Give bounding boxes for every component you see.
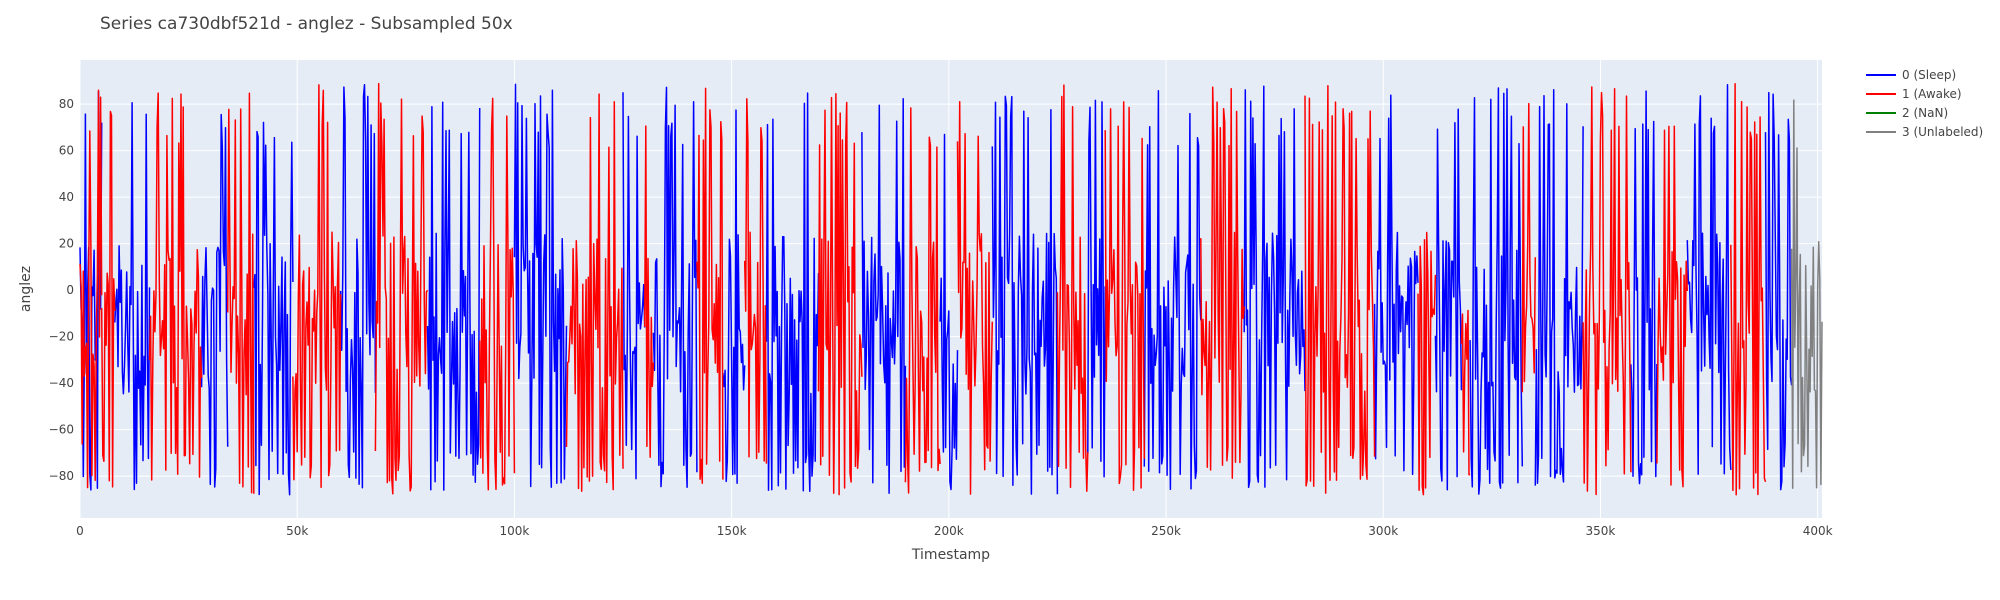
- y-axis-title: anglez: [18, 266, 34, 312]
- series-line-0: [1243, 85, 1306, 489]
- series-line-0: [200, 113, 229, 488]
- series-line-0: [339, 84, 377, 489]
- y-tick-label: 60: [59, 144, 74, 158]
- series-layer: [79, 82, 1823, 496]
- x-axis-ticks: 0 50k 100k 150k 200k 250k 300k 350k 400k: [76, 524, 1832, 538]
- legend: 0 (Sleep) 1 (Awake) 2 (NaN) 3 (Unlabeled): [1866, 68, 1983, 139]
- x-tick-label: 0: [76, 524, 84, 538]
- x-tick-label: 50k: [286, 524, 308, 538]
- y-tick-label: −60: [49, 423, 74, 437]
- series-line-0: [114, 102, 151, 491]
- x-tick-label: 150k: [717, 524, 747, 538]
- series-line-0: [1469, 87, 1524, 495]
- x-tick-label: 200k: [934, 524, 964, 538]
- series-line-0: [1764, 91, 1793, 491]
- series-line-0: [1630, 90, 1658, 485]
- y-axis-ticks: 80 60 40 20 0 −20 −40 −60 −80: [49, 97, 74, 483]
- series-line-1: [1417, 231, 1437, 496]
- series-line-1: [1521, 102, 1537, 393]
- series-line-1: [565, 93, 624, 492]
- series-line-0: [1087, 99, 1106, 478]
- x-tick-label: 250k: [1151, 524, 1181, 538]
- series-line-0: [1373, 94, 1419, 476]
- series-line-1: [696, 87, 724, 484]
- x-tick-label: 300k: [1368, 524, 1398, 538]
- series-line-0: [1686, 84, 1732, 475]
- series-line-1: [1656, 125, 1689, 488]
- legend-label: 3 (Unlabeled): [1902, 125, 1983, 139]
- series-line-0: [939, 133, 959, 491]
- legend-label: 0 (Sleep): [1902, 68, 1956, 82]
- grid-lines: [79, 60, 1822, 518]
- chart-title: Series ca730dbf521d - anglez - Subsample…: [100, 14, 513, 34]
- series-line-1: [1104, 101, 1146, 492]
- y-tick-label: 0: [66, 283, 74, 297]
- x-tick-label: 400k: [1803, 524, 1833, 538]
- series-line-0: [652, 86, 698, 489]
- series-line-1: [478, 97, 516, 491]
- x-tick-label: 100k: [499, 524, 529, 538]
- series-line-0: [426, 101, 481, 491]
- y-tick-label: −20: [49, 330, 74, 344]
- legend-label: 1 (Awake): [1902, 87, 1962, 101]
- series-line-1: [956, 101, 994, 495]
- series-line-1: [100, 110, 116, 488]
- series-line-1: [79, 89, 103, 489]
- y-tick-label: 40: [59, 190, 74, 204]
- x-tick-label: 350k: [1586, 524, 1616, 538]
- y-tick-label: 80: [59, 97, 74, 111]
- series-line-0: [1143, 89, 1202, 491]
- x-axis-title: Timestamp: [911, 547, 990, 563]
- series-line-0: [861, 98, 907, 495]
- series-line-0: [991, 95, 1059, 495]
- series-line-1: [292, 84, 342, 489]
- series-line-1: [1730, 83, 1767, 496]
- series-line-0: [513, 83, 568, 488]
- series-line-3: [1790, 99, 1823, 489]
- y-tick-label: −80: [49, 469, 74, 483]
- series-line-1: [1200, 86, 1245, 480]
- series-line-1: [1460, 309, 1471, 476]
- series-line-0: [765, 92, 820, 493]
- series-line-0: [722, 109, 746, 484]
- series-line-0: [1434, 108, 1463, 491]
- series-line-1: [743, 98, 768, 464]
- series-line-1: [817, 92, 863, 496]
- series-line-1: [904, 107, 941, 494]
- series-line-1: [1056, 84, 1089, 492]
- series-line-0: [1534, 89, 1584, 486]
- series-line-0: [253, 121, 294, 496]
- legend-label: 2 (NaN): [1902, 106, 1948, 120]
- series-line-1: [226, 92, 255, 494]
- y-tick-label: −40: [49, 376, 74, 390]
- series-line-1: [148, 92, 203, 481]
- series-line-1: [643, 125, 655, 458]
- series-line-0: [622, 92, 646, 480]
- series-line-1: [374, 82, 429, 495]
- series-line-1: [1304, 85, 1376, 494]
- y-tick-label: 20: [59, 237, 74, 251]
- series-line-1: [1582, 86, 1632, 496]
